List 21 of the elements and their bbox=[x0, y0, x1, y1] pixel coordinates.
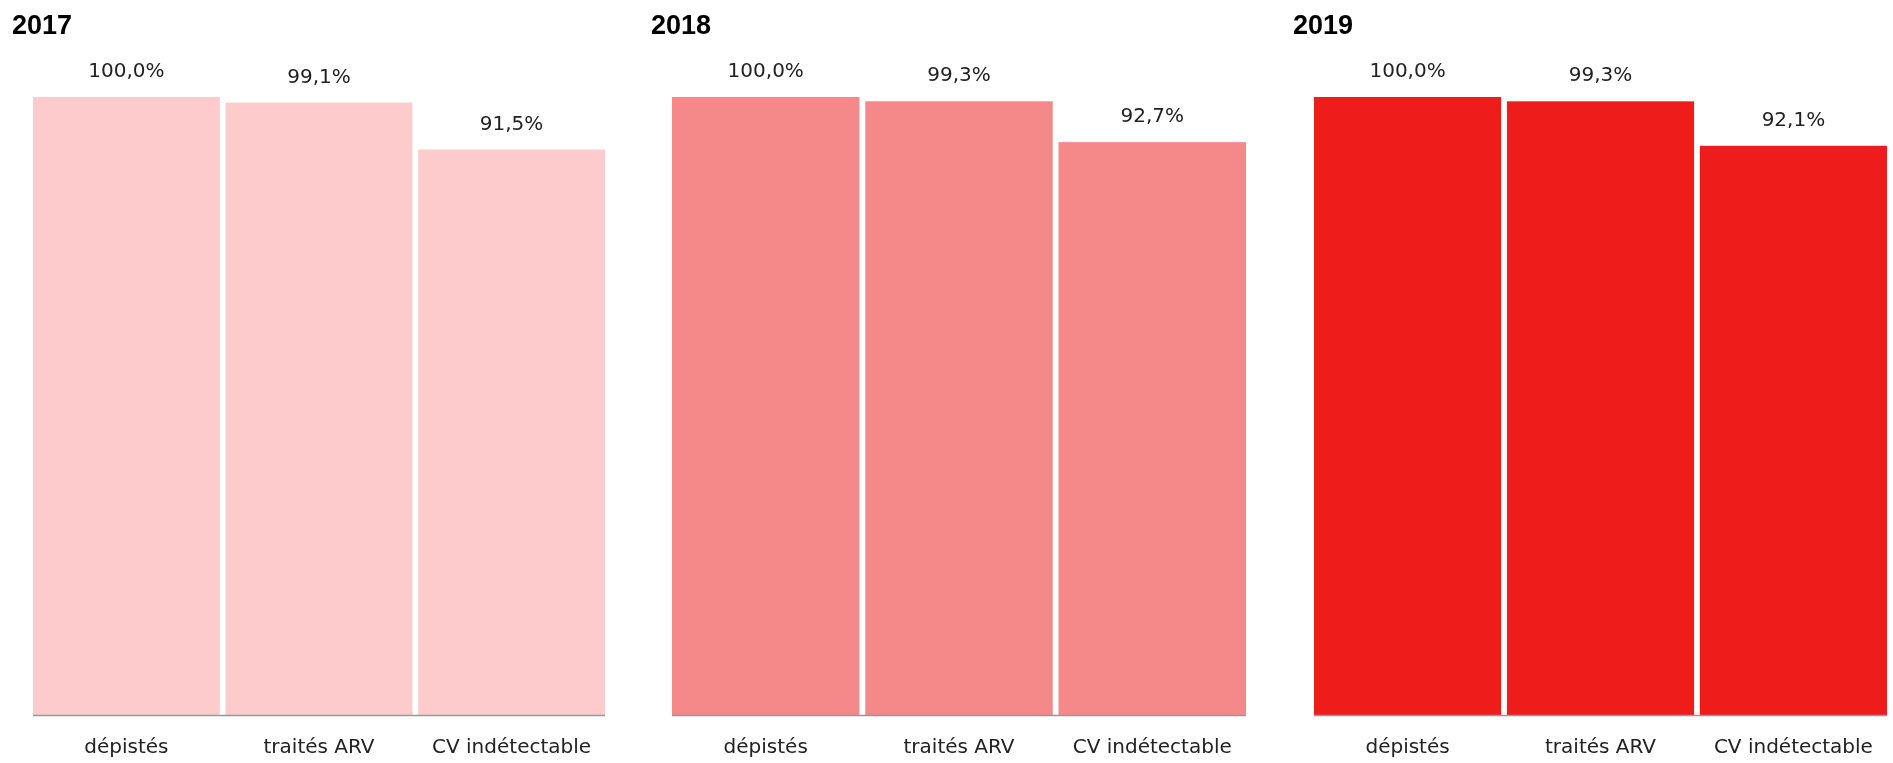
chart-title: 2018 bbox=[651, 10, 712, 41]
x-tick-label: traités ARV bbox=[1545, 734, 1657, 758]
data-label: 100,0% bbox=[727, 58, 804, 82]
x-tick-label: dépistés bbox=[723, 734, 808, 758]
x-tick-label: dépistés bbox=[84, 734, 169, 758]
data-label: 99,3% bbox=[1568, 62, 1633, 87]
x-tick-label: CV indétectable bbox=[1072, 734, 1232, 758]
data-label: 99,3% bbox=[927, 62, 991, 87]
data-label: 92,1% bbox=[1761, 106, 1826, 131]
data-label: 100,0% bbox=[1369, 58, 1446, 82]
x-tick-label: CV indétectable bbox=[1713, 734, 1873, 758]
data-label: 91,5% bbox=[479, 110, 544, 135]
x-tick-label: traités ARV bbox=[903, 734, 1015, 758]
data-label: 99,1% bbox=[287, 63, 351, 88]
x-tick-label: CV indétectable bbox=[432, 734, 592, 758]
x-tick-label: dépistés bbox=[1365, 734, 1450, 758]
x-tick-label: traités ARV bbox=[263, 734, 375, 758]
chart-title: 2017 bbox=[12, 10, 73, 41]
chart-title: 2019 bbox=[1293, 10, 1354, 41]
data-label: 100,0% bbox=[88, 58, 165, 82]
data-label: 92,7% bbox=[1120, 103, 1185, 128]
